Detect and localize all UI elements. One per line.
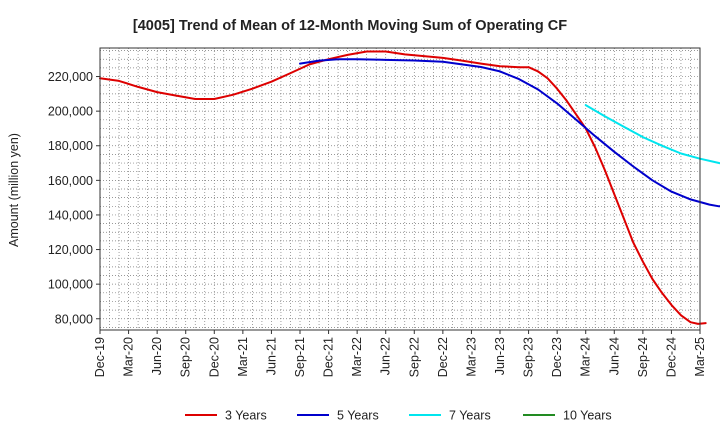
y-tick-label: 200,000 bbox=[48, 105, 93, 119]
x-tick-label: Mar-20 bbox=[122, 337, 136, 377]
x-tick-label: Jun-22 bbox=[379, 337, 393, 375]
legend-label-10-years: 10 Years bbox=[563, 409, 612, 423]
x-tick-label: Sep-23 bbox=[522, 337, 536, 377]
x-tick-label: Dec-20 bbox=[207, 337, 221, 377]
legend: 3 Years 5 Years 7 Years 10 Years bbox=[185, 409, 612, 423]
legend-label-7-years: 7 Years bbox=[449, 409, 491, 423]
y-tick-label: 160,000 bbox=[48, 174, 93, 188]
y-tick-label: 140,000 bbox=[48, 208, 93, 222]
x-tick-label: Sep-20 bbox=[179, 337, 193, 377]
y-tick-label: 100,000 bbox=[48, 278, 93, 292]
grid-layer bbox=[100, 48, 700, 330]
x-tick-label: Sep-22 bbox=[407, 337, 421, 377]
legend-label-5-years: 5 Years bbox=[337, 409, 379, 423]
x-tick-label: Jun-23 bbox=[493, 337, 507, 375]
y-tick-layer: 80,000 100,000 120,000 140,000 160,000 180,00… bbox=[48, 70, 100, 326]
y-tick-label: 180,000 bbox=[48, 139, 93, 153]
chart-title: [4005] Trend of Mean of 12-Month Moving … bbox=[133, 18, 567, 34]
y-tick-label: 220,000 bbox=[48, 70, 93, 84]
x-tick-label: Dec-23 bbox=[550, 337, 564, 377]
x-tick-label: Dec-19 bbox=[93, 337, 107, 377]
plot-frame bbox=[99, 47, 701, 331]
x-tick-label: Mar-24 bbox=[579, 337, 593, 377]
x-tick-label: Jun-21 bbox=[264, 337, 278, 375]
series-line-7-years bbox=[584, 104, 720, 165]
x-tick-label: Mar-23 bbox=[464, 337, 478, 377]
x-tick-label: Sep-21 bbox=[293, 337, 307, 377]
x-tick-layer: Dec-19 Mar-20 Jun-20 Sep-20 Dec-20 Mar-21 Jun-… bbox=[93, 330, 707, 377]
x-tick-label: Dec-21 bbox=[322, 337, 336, 377]
x-tick-label: Mar-25 bbox=[693, 337, 707, 377]
y-tick-label: 120,000 bbox=[48, 243, 93, 257]
series-layer bbox=[99, 50, 720, 325]
legend-label-3-years: 3 Years bbox=[225, 409, 267, 423]
x-tick-label: Sep-24 bbox=[636, 337, 650, 377]
x-tick-label: Dec-24 bbox=[664, 337, 678, 377]
x-tick-label: Dec-22 bbox=[436, 337, 450, 377]
y-axis-label: Amount (million yen) bbox=[7, 133, 21, 247]
series-line-3-years bbox=[99, 50, 707, 325]
x-tick-label: Mar-21 bbox=[236, 337, 250, 377]
x-tick-label: Jun-20 bbox=[150, 337, 164, 375]
y-tick-label: 80,000 bbox=[55, 312, 93, 326]
x-tick-label: Mar-22 bbox=[350, 337, 364, 377]
x-tick-label: Jun-24 bbox=[607, 337, 621, 375]
series-line-5-years bbox=[299, 58, 720, 208]
